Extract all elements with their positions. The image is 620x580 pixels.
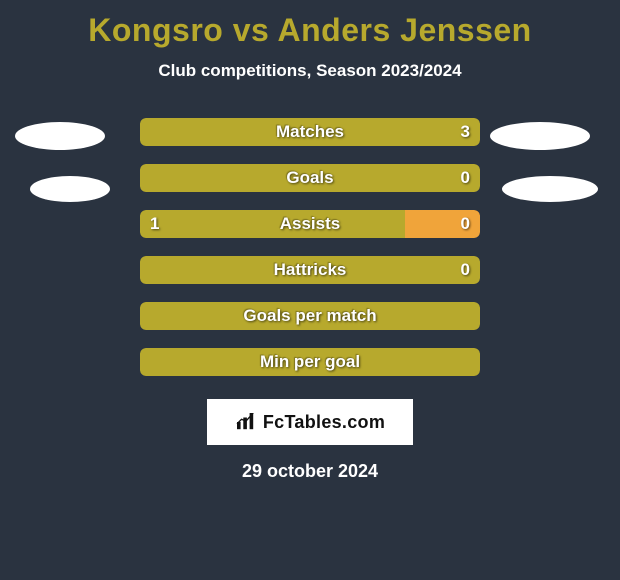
stat-bar-right: [140, 256, 480, 284]
player-left-name: Kongsro: [88, 12, 223, 48]
stat-bar-right: [140, 118, 480, 146]
stat-bar-track: Goals per match: [140, 302, 480, 330]
subtitle: Club competitions, Season 2023/2024: [0, 61, 620, 81]
stat-rows: Matches3 Goals0 Assists10 Hattricks0 Goals p…: [0, 109, 620, 385]
stat-row: Min per goal: [0, 339, 620, 385]
stat-bar-left: [140, 302, 480, 330]
comparison-title: Kongsro vs Anders Jenssen: [0, 0, 620, 49]
snapshot-date: 29 october 2024: [0, 461, 620, 482]
player-silhouette-ellipse: [15, 122, 105, 150]
stat-bar-track: Matches3: [140, 118, 480, 146]
stat-bar-track: Assists10: [140, 210, 480, 238]
chart-icon: [235, 413, 257, 431]
title-vs: vs: [233, 12, 270, 48]
stat-bar-left: [140, 348, 480, 376]
player-right-name: Anders Jenssen: [278, 12, 532, 48]
stat-row: Assists10: [0, 201, 620, 247]
stat-bar-left: [140, 210, 405, 238]
player-silhouette-ellipse: [490, 122, 590, 150]
player-silhouette-ellipse: [30, 176, 110, 202]
player-silhouette-ellipse: [502, 176, 598, 202]
stat-row: Goals per match: [0, 293, 620, 339]
stat-bar-right: [405, 210, 480, 238]
stat-bar-right: [140, 164, 480, 192]
fctables-logo: FcTables.com: [207, 399, 413, 445]
stat-bar-track: Hattricks0: [140, 256, 480, 284]
comparison-chart: Matches3 Goals0 Assists10 Hattricks0 Goals p…: [0, 109, 620, 385]
stat-row: Hattricks0: [0, 247, 620, 293]
logo-text: FcTables.com: [263, 412, 385, 433]
stat-bar-track: Goals0: [140, 164, 480, 192]
stat-bar-track: Min per goal: [140, 348, 480, 376]
